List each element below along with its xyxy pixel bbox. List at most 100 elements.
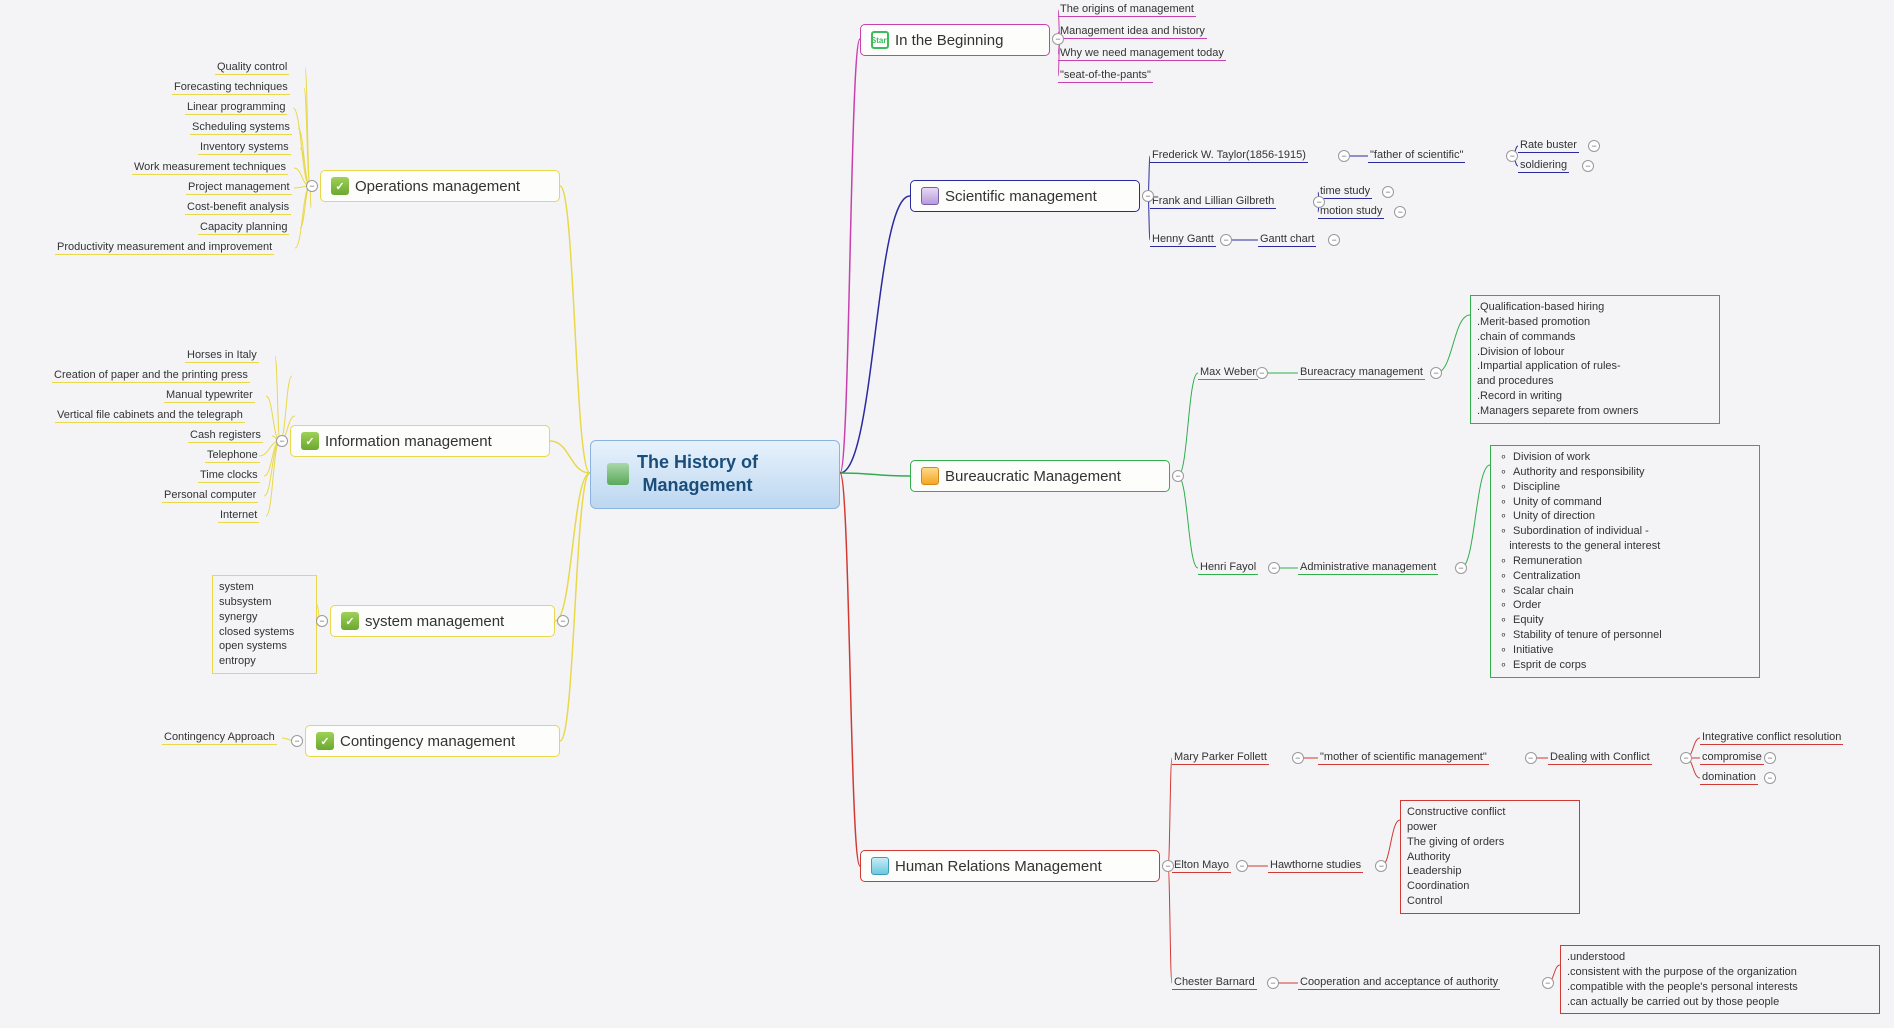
branch-human[interactable]: Human Relations Management — [860, 850, 1160, 882]
leaf-node[interactable]: Time clocks — [198, 468, 260, 483]
collapse-toggle[interactable]: − — [1506, 150, 1518, 162]
branch-label: system management — [365, 613, 504, 630]
collapse-toggle[interactable]: − — [1382, 186, 1394, 198]
sub-node[interactable]: Dealing with Conflict — [1548, 750, 1652, 765]
sub-node[interactable]: Frank and Lillian Gilbreth — [1150, 194, 1276, 209]
sub-node[interactable]: Frederick W. Taylor(1856-1915) — [1150, 148, 1308, 163]
check-icon: ✓ — [331, 177, 349, 195]
collapse-toggle[interactable]: − — [1172, 470, 1184, 482]
collapse-toggle[interactable]: − — [1588, 140, 1600, 152]
leaf-block[interactable]: .understood.consistent with the purpose … — [1560, 945, 1880, 1014]
check-icon: ✓ — [316, 732, 334, 750]
sub-node[interactable]: Hawthorne studies — [1268, 858, 1363, 873]
sub-node[interactable]: domination — [1700, 770, 1758, 785]
leaf-node[interactable]: Creation of paper and the printing press — [52, 368, 250, 383]
leaf-node[interactable]: Capacity planning — [198, 220, 289, 235]
collapse-toggle[interactable]: − — [1052, 33, 1064, 45]
collapse-toggle[interactable]: − — [1338, 150, 1350, 162]
collapse-toggle[interactable]: − — [1292, 752, 1304, 764]
leaf-node[interactable]: Work measurement techniques — [132, 160, 288, 175]
collapse-toggle[interactable]: − — [1162, 860, 1174, 872]
collapse-toggle[interactable]: − — [1267, 977, 1279, 989]
leaf-node[interactable]: Horses in Italy — [185, 348, 259, 363]
branch-scientific[interactable]: Scientific management — [910, 180, 1140, 212]
branch-contingency[interactable]: ✓ Contingency management — [305, 725, 560, 757]
sub-node[interactable]: "father of scientific" — [1368, 148, 1465, 163]
leaf-node[interactable]: Internet — [218, 508, 259, 523]
leaf-node[interactable]: Project management — [186, 180, 292, 195]
collapse-toggle[interactable]: − — [1142, 190, 1154, 202]
leaf-node[interactable]: Management idea and history — [1058, 24, 1207, 39]
collapse-toggle[interactable]: − — [1582, 160, 1594, 172]
sub-node[interactable]: Mary Parker Follett — [1172, 750, 1269, 765]
collapse-toggle[interactable]: − — [276, 435, 288, 447]
leaf-node[interactable]: Productivity measurement and improvement — [55, 240, 274, 255]
leaf-block[interactable]: .Qualification-based hiring.Merit-based … — [1470, 295, 1720, 424]
collapse-toggle[interactable]: − — [1525, 752, 1537, 764]
leaf-node[interactable]: Inventory systems — [198, 140, 291, 155]
collapse-toggle[interactable]: − — [306, 180, 318, 192]
branch-label: Contingency management — [340, 733, 515, 750]
people-icon — [607, 463, 629, 485]
sub-node[interactable]: Rate buster — [1518, 138, 1579, 153]
sub-node[interactable]: compromise — [1700, 750, 1764, 765]
sub-node[interactable]: motion study — [1318, 204, 1384, 219]
collapse-toggle[interactable]: − — [1394, 206, 1406, 218]
leaf-node[interactable]: Manual typewriter — [164, 388, 255, 403]
branch-label: Scientific management — [945, 188, 1097, 205]
leaf-node[interactable]: Quality control — [215, 60, 289, 75]
branch-operations[interactable]: ✓Operations management — [320, 170, 560, 202]
sub-node[interactable]: "mother of scientific management" — [1318, 750, 1489, 765]
sub-node[interactable]: soldiering — [1518, 158, 1569, 173]
collapse-toggle[interactable]: − — [291, 735, 303, 747]
collapse-toggle[interactable]: − — [1375, 860, 1387, 872]
collapse-toggle[interactable]: − — [1455, 562, 1467, 574]
sub-node[interactable]: Chester Barnard — [1172, 975, 1257, 990]
sub-node[interactable]: Cooperation and acceptance of authority — [1298, 975, 1500, 990]
leaf-node[interactable]: Why we need management today — [1058, 46, 1226, 61]
collapse-toggle[interactable]: − — [1220, 234, 1232, 246]
collapse-toggle[interactable]: − — [1256, 367, 1268, 379]
leaf-node[interactable]: Cost-benefit analysis — [185, 200, 291, 215]
branch-bureaucratic[interactable]: Bureaucratic Management — [910, 460, 1170, 492]
collapse-toggle[interactable]: − — [1268, 562, 1280, 574]
leaf-node[interactable]: Cash registers — [188, 428, 263, 443]
leaf-node[interactable]: "seat-of-the-pants" — [1058, 68, 1153, 83]
leaf-block[interactable]: ∘ Division of work ∘ Authority and respo… — [1490, 445, 1760, 678]
sub-node[interactable]: Integrative conflict resolution — [1700, 730, 1843, 745]
leaf-node[interactable]: Forecasting techniques — [172, 80, 290, 95]
leaf-block[interactable]: Constructive conflictpowerThe giving of … — [1400, 800, 1580, 914]
leaf-node[interactable]: Scheduling systems — [190, 120, 292, 135]
sub-node[interactable]: Henri Fayol — [1198, 560, 1258, 575]
sub-node[interactable]: Max Weber — [1198, 365, 1258, 380]
sub-node[interactable]: Bureacracy management — [1298, 365, 1425, 380]
collapse-toggle[interactable]: − — [557, 615, 569, 627]
leaf-node[interactable]: Contingency Approach — [162, 730, 277, 745]
check-icon: ✓ — [341, 612, 359, 630]
leaf-node[interactable]: Vertical file cabinets and the telegraph — [55, 408, 245, 423]
sub-node[interactable]: Elton Mayo — [1172, 858, 1231, 873]
leaf-node[interactable]: Linear programming — [185, 100, 287, 115]
sub-node[interactable]: Henny Gantt — [1150, 232, 1216, 247]
branch-information[interactable]: ✓Information management — [290, 425, 550, 457]
collapse-toggle[interactable]: − — [1236, 860, 1248, 872]
collapse-toggle[interactable]: − — [316, 615, 328, 627]
leaf-block[interactable]: systemsubsystemsynergyclosed systemsopen… — [212, 575, 317, 674]
branch-system[interactable]: ✓ system management — [330, 605, 555, 637]
sub-node[interactable]: time study — [1318, 184, 1372, 199]
leaf-node[interactable]: Telephone — [205, 448, 260, 463]
collapse-toggle[interactable]: − — [1764, 752, 1776, 764]
check-icon: ✓ — [301, 432, 319, 450]
collapse-toggle[interactable]: − — [1542, 977, 1554, 989]
leaf-node[interactable]: Personal computer — [162, 488, 258, 503]
branch-beginning[interactable]: StartIn the Beginning — [860, 24, 1050, 56]
collapse-toggle[interactable]: − — [1764, 772, 1776, 784]
sub-node[interactable]: Administrative management — [1298, 560, 1438, 575]
leaf-node[interactable]: The origins of management — [1058, 2, 1196, 17]
collapse-toggle[interactable]: − — [1430, 367, 1442, 379]
collapse-toggle[interactable]: − — [1680, 752, 1692, 764]
collapse-toggle[interactable]: − — [1328, 234, 1340, 246]
center-node[interactable]: The History ofManagement — [590, 440, 840, 509]
sub-node[interactable]: Gantt chart — [1258, 232, 1316, 247]
branch-label: In the Beginning — [895, 32, 1003, 49]
